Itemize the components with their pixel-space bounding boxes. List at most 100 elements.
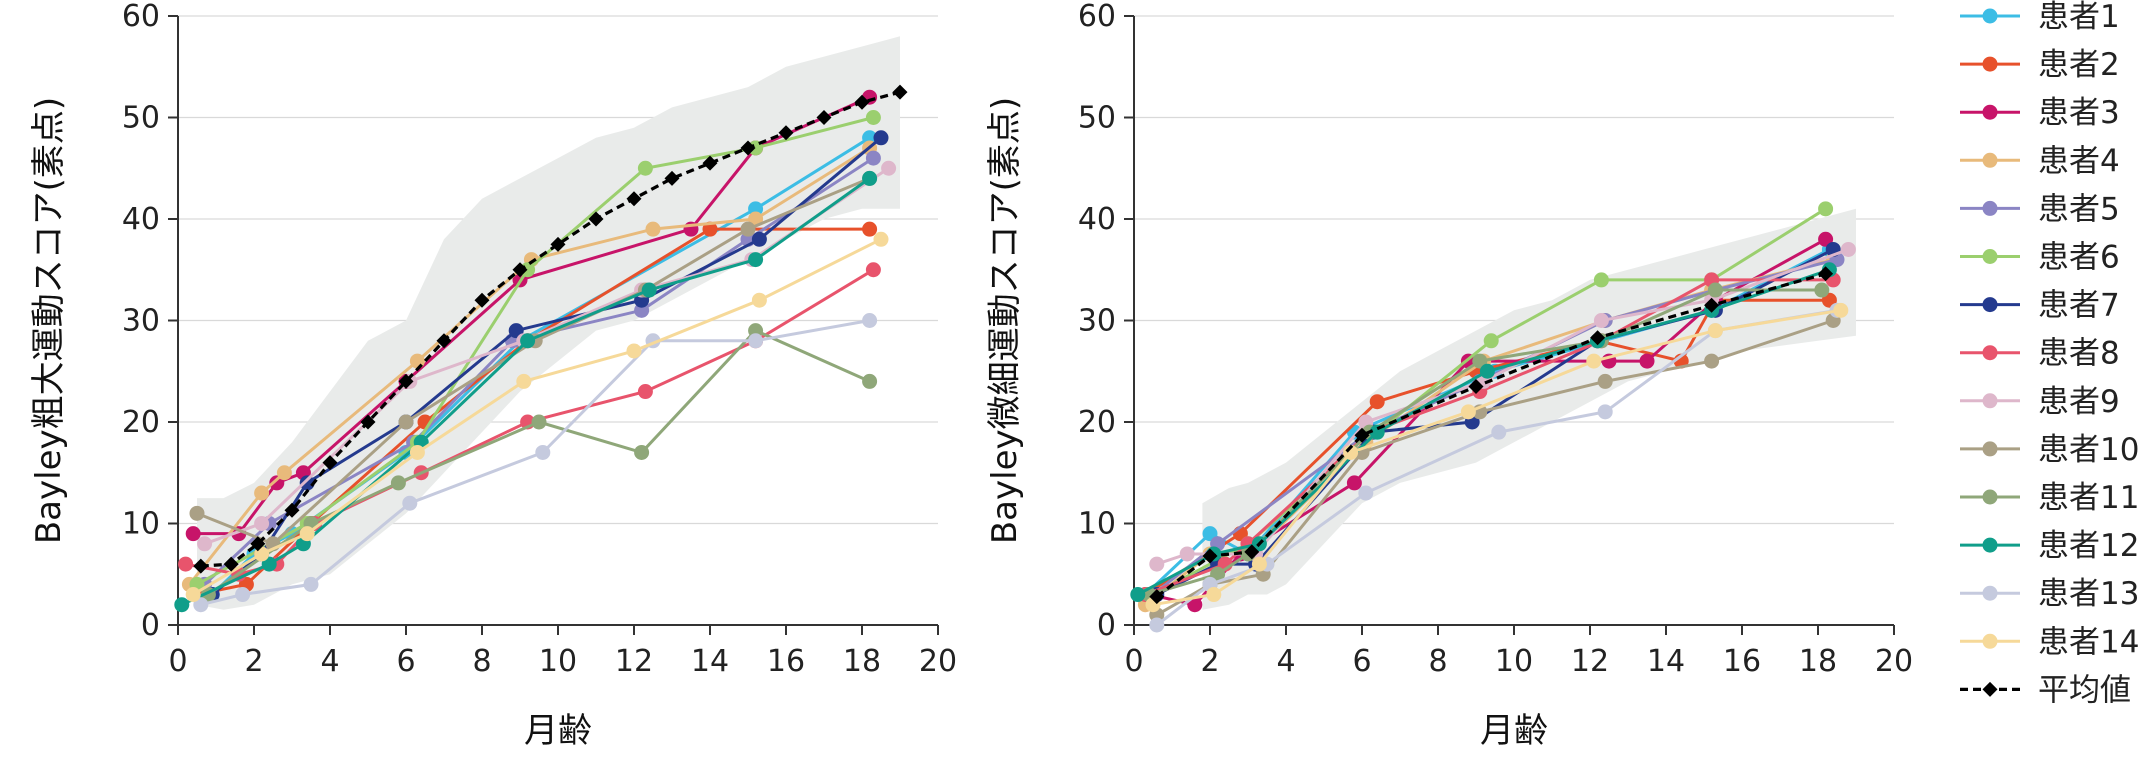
data-point-患者13-1 [235, 587, 251, 603]
data-point-患者9-7 [1840, 241, 1856, 257]
data-point-患者9-0 [1149, 556, 1165, 572]
series-患者14 [1145, 302, 1849, 613]
legend-label-患者8: 患者8 [2038, 336, 2120, 372]
y-tick-label-50: 50 [122, 101, 160, 136]
x-tick-label-4: 4 [1276, 644, 1295, 679]
data-point-患者14-1 [1206, 587, 1222, 603]
data-point-患者14-5 [626, 343, 642, 359]
data-point-平均値-16 [778, 125, 794, 141]
legend-item-患者4: 患者4 [1960, 143, 2120, 179]
data-point-患者10-6 [1704, 353, 1720, 369]
data-point-患者8-0 [178, 556, 194, 572]
x-tick-label-6: 6 [1352, 644, 1371, 679]
data-point-患者14-3 [1343, 444, 1359, 460]
data-point-平均値-7 [436, 333, 452, 349]
y-tick-label-40: 40 [1078, 202, 1116, 237]
data-point-平均値-18 [854, 94, 870, 110]
data-point-患者14-7 [873, 231, 889, 247]
data-point-患者11-3 [531, 414, 547, 430]
data-point-患者13-3 [402, 495, 418, 511]
data-point-患者14-5 [1586, 353, 1602, 369]
data-point-患者13-7 [862, 313, 878, 328]
data-point-平均値-12 [626, 191, 642, 207]
x-tick-label-20: 20 [919, 644, 957, 679]
data-point-平均値-3 [284, 502, 300, 518]
x-tick-label-16: 16 [1723, 644, 1761, 679]
data-point-平均値-13 [664, 170, 680, 186]
data-point-患者10-2 [398, 414, 414, 430]
legend-item-患者2: 患者2 [1960, 47, 2120, 83]
y-tick-label-60: 60 [122, 0, 160, 34]
series-line-平均値 [200, 90, 901, 568]
x-tick-label-18: 18 [1799, 644, 1837, 679]
legend-item-患者3: 患者3 [1960, 95, 2120, 131]
y-tick-label-0: 0 [141, 608, 160, 643]
data-point-平均値-11 [588, 211, 604, 227]
data-point-患者11-6 [862, 373, 878, 389]
legend-label-患者11: 患者11 [2038, 480, 2139, 516]
data-point-平均値-6 [1704, 297, 1720, 313]
data-point-患者8-6 [637, 384, 653, 400]
legend-swatch-marker-患者2 [1982, 56, 1998, 72]
data-point-平均値-4 [1468, 378, 1484, 394]
legend-label-患者5: 患者5 [2038, 191, 2120, 227]
data-point-平均値-2 [1244, 544, 1260, 560]
x-tick-label-14: 14 [1647, 644, 1685, 679]
data-point-平均値-8 [474, 292, 490, 308]
data-point-平均値-14 [702, 155, 718, 171]
series-患者14 [185, 231, 889, 603]
data-point-患者9-6 [881, 160, 897, 176]
chart-panel-fine-motor: 0 10 20 30 40 50 60 0 2 4 6 8 10 12 14 16 18 20 月齢 Bayley微細… [985, 0, 1913, 751]
x-tick-label-18: 18 [843, 644, 881, 679]
series-平均値 [1149, 266, 1834, 605]
data-point-患者13-6 [748, 333, 764, 349]
data-point-患者14-0 [185, 587, 201, 603]
legend-swatch-marker-患者4 [1982, 152, 1998, 168]
data-point-患者14-2 [299, 526, 315, 542]
data-point-患者3-1 [1187, 597, 1203, 613]
data-point-患者9-0 [197, 536, 213, 552]
data-point-平均値-6 [398, 373, 414, 389]
legend-label-患者14: 患者14 [2038, 624, 2139, 660]
series-line-患者13 [200, 319, 870, 607]
legend-item-患者10: 患者10 [1960, 432, 2139, 468]
data-point-患者7-6 [751, 231, 767, 247]
x-tick-label-2: 2 [244, 644, 263, 679]
data-point-患者12-0 [1130, 587, 1146, 603]
data-point-患者12-6 [748, 252, 764, 268]
data-point-患者13-3 [1358, 485, 1374, 501]
legend-label-患者1: 患者1 [2038, 0, 2120, 35]
x-tick-label-20: 20 [1875, 644, 1913, 679]
series-平均値 [193, 84, 908, 574]
legend-item-患者9: 患者9 [1960, 384, 2120, 420]
legend-label-患者6: 患者6 [2038, 240, 2120, 276]
legend-label-患者10: 患者10 [2038, 432, 2139, 468]
data-point-平均値-19 [892, 84, 908, 100]
legend-label-患者2: 患者2 [2038, 47, 2120, 83]
data-point-患者6-4 [637, 160, 653, 176]
x-axis-title: 月齢 [524, 711, 592, 751]
data-point-患者5-6 [865, 150, 881, 166]
data-point-患者6-6 [865, 110, 881, 125]
legend-item-患者7: 患者7 [1960, 288, 2120, 324]
legend-item-患者8: 患者8 [1960, 336, 2120, 372]
x-tick-label-0: 0 [168, 644, 187, 679]
data-point-平均値-3 [1354, 427, 1370, 443]
series-line-患者14 [1152, 308, 1842, 607]
legend-swatch-marker-患者9 [1982, 393, 1998, 409]
legend-item-患者5: 患者5 [1960, 191, 2120, 227]
y-tick-label-50: 50 [1078, 101, 1116, 136]
series-line-患者13 [1155, 308, 1838, 627]
legend-swatch-marker-患者7 [1982, 297, 1998, 313]
x-tick-label-16: 16 [767, 644, 805, 679]
data-point-患者14-3 [409, 444, 425, 460]
data-point-患者11-2 [390, 475, 406, 491]
legend-swatch-marker-患者8 [1982, 345, 1998, 361]
x-tick-label-8: 8 [1428, 644, 1447, 679]
data-point-患者4-1 [254, 485, 270, 501]
legend-label-患者13: 患者13 [2038, 576, 2139, 612]
legend-swatch-marker-患者13 [1982, 585, 1998, 601]
data-point-患者14-4 [1460, 404, 1476, 420]
x-tick-label-12: 12 [1571, 644, 1609, 679]
x-tick-label-2: 2 [1200, 644, 1219, 679]
